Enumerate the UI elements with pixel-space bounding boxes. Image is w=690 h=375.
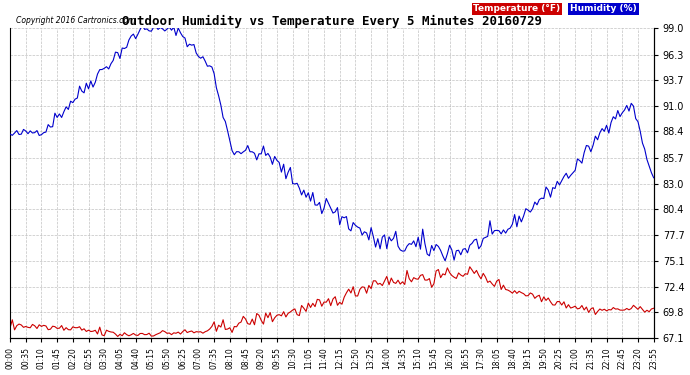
Text: Temperature (°F): Temperature (°F) bbox=[473, 4, 560, 13]
Text: Copyright 2016 Cartronics.com: Copyright 2016 Cartronics.com bbox=[17, 16, 136, 25]
Text: Humidity (%): Humidity (%) bbox=[570, 4, 637, 13]
Title: Outdoor Humidity vs Temperature Every 5 Minutes 20160729: Outdoor Humidity vs Temperature Every 5 … bbox=[122, 15, 542, 28]
